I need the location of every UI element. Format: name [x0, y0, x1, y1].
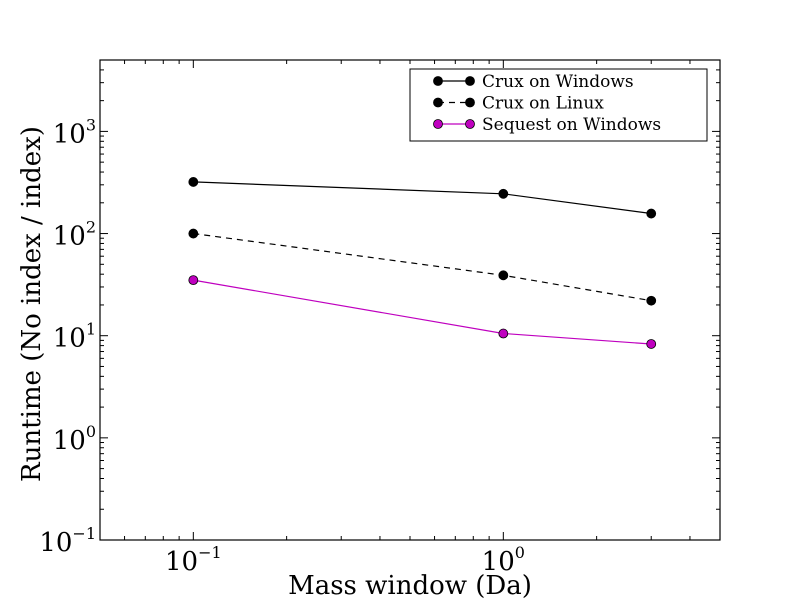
series-line — [193, 181, 652, 215]
legend-label: Sequest on Windows — [482, 115, 661, 135]
y-tick-label-exponent: 2 — [86, 218, 96, 237]
legend-swatch-marker — [433, 97, 443, 108]
y-tick-label-base: 10 — [53, 222, 86, 252]
y-tick-label-base: 10 — [53, 324, 86, 354]
legend-swatch-marker — [465, 119, 475, 129]
y-tick-label: 103 — [53, 115, 96, 149]
series-line — [193, 232, 652, 302]
data-point — [188, 275, 199, 286]
legend-swatch-marker — [433, 119, 443, 129]
y-axis-label: Runtime (No index / index) — [17, 126, 47, 482]
legend-swatch-marker — [465, 76, 475, 86]
y-tick-label-exponent: 0 — [86, 422, 96, 441]
x-tick-label: 100 — [482, 543, 525, 577]
legend-label: Crux on Linux — [482, 94, 604, 114]
x-axis-label: Mass window (Da) — [288, 571, 532, 600]
y-tick-label: 102 — [53, 218, 96, 252]
data-point — [646, 295, 657, 306]
y-tick-label-exponent: −1 — [72, 524, 96, 543]
legend-swatch-marker — [433, 76, 443, 86]
series-3 — [188, 275, 657, 349]
y-tick-label: 101 — [53, 320, 96, 354]
x-tick-label: 10−1 — [165, 543, 222, 577]
x-tick-label-base: 10 — [482, 547, 515, 577]
data-point — [498, 270, 509, 281]
y-tick-label: 100 — [53, 422, 96, 456]
y-tick-label-base: 10 — [53, 426, 86, 456]
series-2 — [188, 228, 657, 306]
y-tick-label-base: 10 — [53, 119, 86, 149]
y-tick-label-base: 10 — [39, 528, 72, 558]
data-point — [646, 208, 657, 219]
legend-swatch-marker — [465, 97, 475, 108]
data-point — [498, 188, 509, 199]
data-point — [646, 339, 657, 349]
legend-label: Crux on Windows — [482, 72, 634, 92]
series-1 — [188, 177, 657, 219]
data-point — [188, 228, 199, 239]
data-point — [498, 328, 509, 339]
y-tick-label: 10−1 — [39, 524, 96, 558]
data-point — [188, 177, 199, 187]
y-tick-label-exponent: 3 — [86, 115, 96, 134]
x-tick-label-base: 10 — [165, 547, 198, 577]
y-tick-label-exponent: 1 — [86, 320, 96, 339]
x-tick-label-exponent: −1 — [198, 543, 222, 562]
series-line — [193, 279, 652, 345]
x-tick-label-exponent: 0 — [515, 543, 525, 562]
